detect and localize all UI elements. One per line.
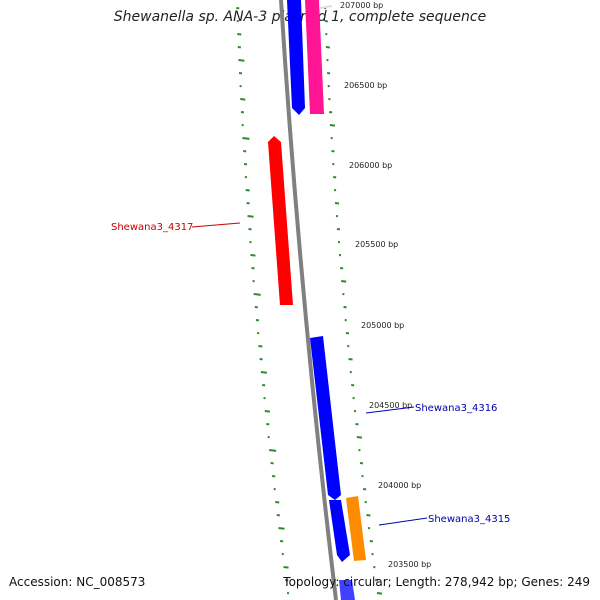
gc-tick	[260, 371, 268, 374]
bp-scale: 207000 bp 206500 bp 206000 bp 205500 bp …	[340, 1, 431, 569]
bp-tick-label: 205500 bp	[355, 240, 398, 249]
gene-labels: Shewana3_4317 Shewana3_4316 Shewana3_431…	[111, 222, 510, 526]
accession-label: Accession: NC_008573	[9, 575, 146, 589]
gene-blue-top[interactable]	[287, 0, 305, 115]
topology-summary: Topology: circular; Length: 278,942 bp; …	[283, 575, 590, 589]
gc-skew-ticks-outer	[324, 7, 383, 595]
gc-tick	[247, 215, 254, 218]
gene-blue-shewana3-4315[interactable]	[329, 500, 350, 562]
bp-tick-label: 206500 bp	[344, 81, 387, 90]
leader-line-4316	[365, 406, 415, 414]
gc-tick	[250, 254, 256, 257]
bp-tick-label: 206000 bp	[349, 161, 392, 170]
gene-label-shewana3-4317[interactable]: Shewana3_4317	[111, 222, 193, 233]
gc-tick	[341, 280, 347, 283]
bp-tick-label: 204500 bp	[369, 401, 412, 410]
plasmid-backbone	[279, 0, 338, 600]
gene-orange[interactable]	[346, 496, 366, 561]
gene-blue-bottom[interactable]	[339, 580, 355, 600]
gc-tick	[356, 436, 363, 439]
gc-tick	[264, 410, 271, 413]
gene-label-shewana3-4316[interactable]: Shewana3_4316	[415, 403, 497, 414]
gene-white-top	[319, 5, 333, 9]
gc-skew-ticks-inner	[236, 7, 290, 595]
bp-tick-label: 204000 bp	[378, 481, 421, 490]
bp-tick-label: 203500 bp	[388, 560, 431, 569]
gene-red-shewana3-4317[interactable]	[268, 136, 293, 305]
gc-tick	[253, 293, 261, 296]
bp-tick-label: 207000 bp	[340, 1, 383, 10]
gc-tick	[238, 59, 245, 62]
gc-tick	[283, 566, 289, 569]
gc-tick	[269, 449, 277, 452]
gc-tick	[240, 98, 246, 101]
gc-tick	[376, 592, 383, 595]
leader-line-4315	[378, 517, 428, 526]
bp-tick-label: 205000 bp	[361, 321, 404, 330]
gc-tick	[242, 137, 250, 140]
gene-features	[268, 0, 366, 600]
gene-blue-shewana3-4316[interactable]	[310, 336, 341, 500]
leader-line-4317	[191, 222, 241, 228]
gc-tick	[329, 124, 336, 127]
gene-pink-top[interactable]	[305, 0, 324, 114]
gc-tick	[278, 527, 285, 530]
gene-label-shewana3-4315[interactable]: Shewana3_4315	[428, 514, 510, 525]
